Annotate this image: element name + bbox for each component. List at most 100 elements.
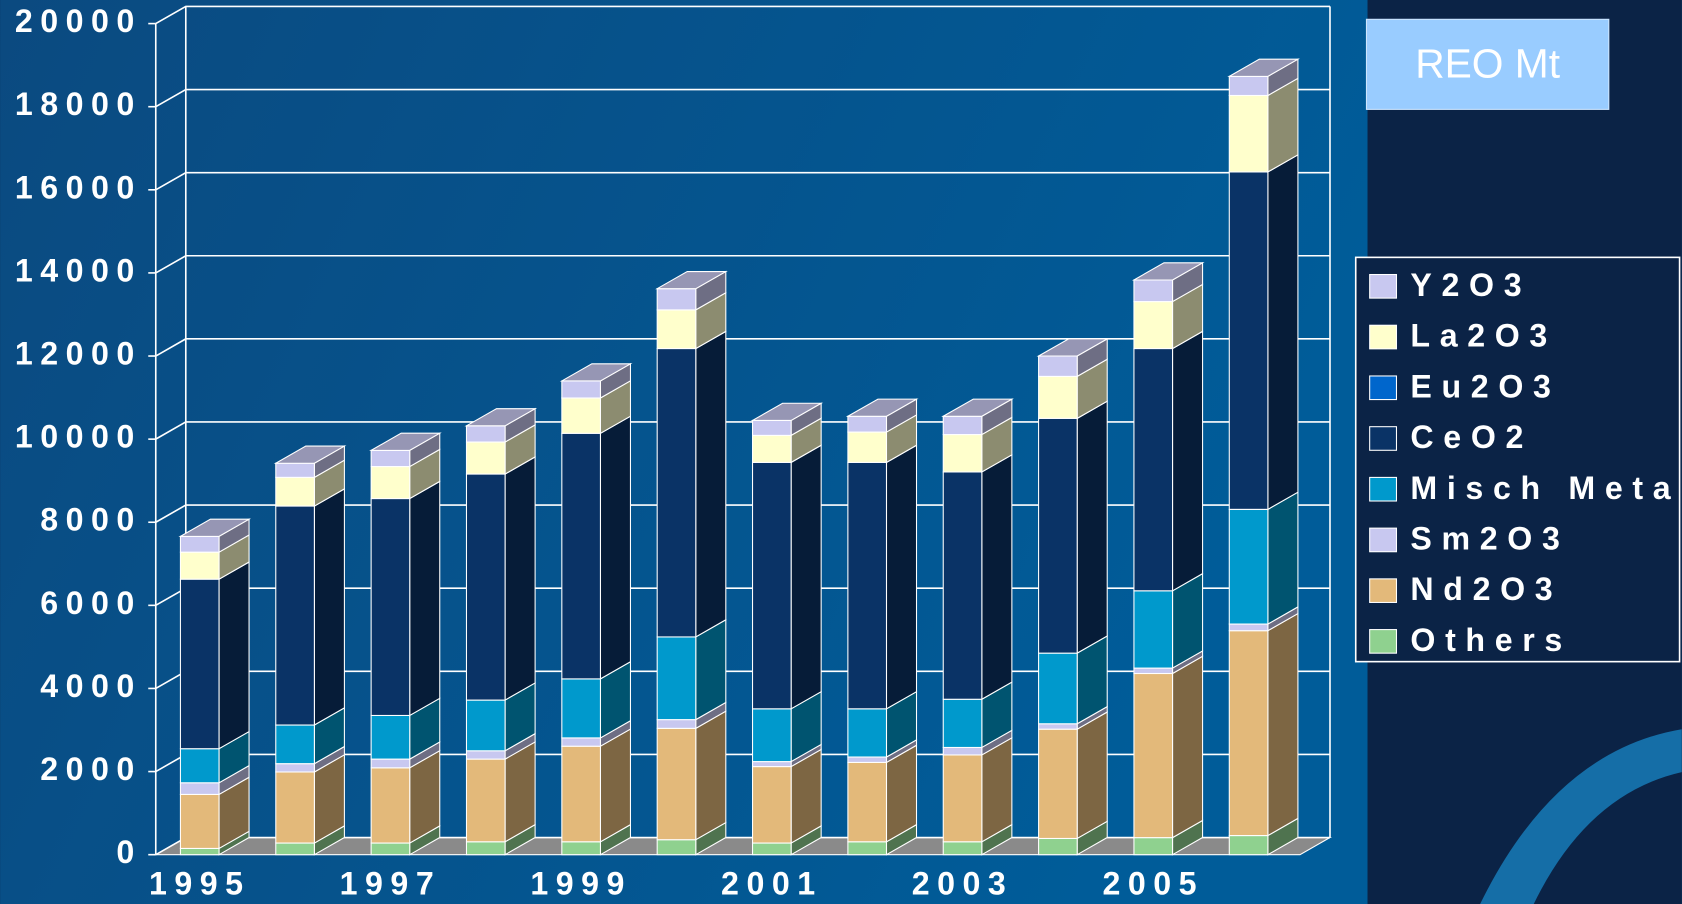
bar-segment [179, 847, 220, 856]
bar-segment [847, 761, 888, 843]
bar-top [369, 432, 442, 451]
bar-segment [275, 462, 315, 478]
bar-segment [942, 754, 983, 843]
bar-segment [1133, 590, 1174, 669]
grid-line [155, 254, 1330, 274]
bar-side [1267, 491, 1299, 625]
bar-segment [1133, 279, 1174, 303]
bar-side [1172, 655, 1204, 839]
y-tick-label: 4000 [40, 668, 142, 704]
bar-segment [1038, 723, 1078, 730]
bar-segment [465, 441, 506, 475]
bar-segment [370, 758, 411, 769]
bar-segment [179, 535, 220, 553]
bar-side [695, 330, 727, 638]
bar-segment [561, 678, 601, 739]
bar-segment [275, 771, 315, 844]
bar-segment [275, 842, 315, 856]
x-tick-label: 2005 [1102, 865, 1204, 901]
y-tick-label: 12000 [15, 336, 142, 372]
bar-top [1227, 58, 1300, 77]
bar-segment [656, 348, 697, 638]
bar-segment [370, 842, 411, 856]
y-tick-label: 20000 [15, 3, 142, 39]
x-tick-label: 1997 [340, 865, 442, 901]
bar-segment [561, 745, 601, 843]
bar-segment [370, 449, 411, 468]
bar-segment [370, 767, 411, 844]
legend-swatch [1369, 324, 1398, 350]
bar-side [790, 444, 822, 710]
bar-segment [561, 380, 601, 399]
bar-segment [1038, 375, 1078, 419]
bar-segment [751, 434, 792, 463]
chart-title: REO Mt [1415, 40, 1561, 86]
legend-swatch [1369, 426, 1398, 451]
x-tick-label: 2003 [912, 865, 1014, 901]
bar-segment [1038, 728, 1078, 840]
bar-segment [465, 841, 506, 856]
bar-segment [1133, 348, 1174, 592]
bar-side [599, 415, 631, 680]
y-tick-label: 8000 [40, 502, 142, 538]
legend-swatch [1369, 629, 1398, 654]
bar-side [1267, 612, 1299, 837]
legend-label: La2O3 [1410, 318, 1557, 354]
bar-segment [179, 748, 220, 784]
bar-side [885, 444, 918, 710]
bar-top [559, 363, 633, 382]
bar-top [750, 402, 824, 421]
y-tick-label: 16000 [15, 169, 142, 205]
bar-segment [656, 839, 697, 856]
bar-segment [1228, 623, 1269, 632]
bar-segment [465, 473, 506, 701]
bar-segment [1228, 94, 1269, 173]
bar-segment [847, 415, 888, 433]
bar-segment [847, 431, 888, 463]
y-tick-label: 18000 [15, 86, 142, 122]
bar-segment [1038, 355, 1078, 377]
grid-line [155, 338, 1330, 357]
bar-side [409, 480, 441, 717]
legend-label: Sm2O3 [1410, 521, 1569, 557]
bar-side [981, 736, 1013, 843]
bar-side [981, 453, 1013, 701]
bar-segment [561, 841, 601, 856]
bar-segment [1133, 667, 1174, 675]
bar-segment [275, 476, 315, 507]
bar-segment [179, 782, 220, 795]
bar-top [273, 445, 347, 464]
bar-segment [1228, 75, 1269, 97]
bar-segment [751, 761, 792, 768]
bar-top [464, 408, 538, 427]
bar-side [1076, 400, 1108, 655]
bar-top [1131, 262, 1205, 281]
legend-swatch [1369, 273, 1398, 299]
bar-segment [847, 756, 888, 763]
bar-segment [275, 763, 315, 773]
bar-segment [561, 397, 601, 434]
bar-segment [751, 766, 792, 844]
bar-segment [847, 841, 888, 856]
bar-segment [847, 461, 888, 710]
bar-segment [751, 461, 792, 710]
decoration [1480, 729, 1682, 904]
bar-segment [942, 841, 983, 856]
grid-line [155, 171, 1330, 191]
bar-top [178, 518, 252, 537]
bar-segment [179, 551, 220, 580]
y-tick-label: 2000 [40, 751, 142, 787]
legend-label: CeO2 [1410, 419, 1533, 455]
legend-label: Others [1410, 622, 1572, 658]
bar-segment [561, 432, 601, 680]
bar-side [1172, 330, 1204, 592]
bar-segment [656, 309, 697, 350]
bar-segment [561, 737, 601, 747]
bar-side [218, 561, 250, 750]
bar-segment [751, 842, 792, 856]
bar-segment [465, 758, 506, 843]
y-tick-label: 14000 [15, 252, 142, 288]
bar-side [599, 728, 631, 843]
grid-line [155, 5, 1330, 25]
